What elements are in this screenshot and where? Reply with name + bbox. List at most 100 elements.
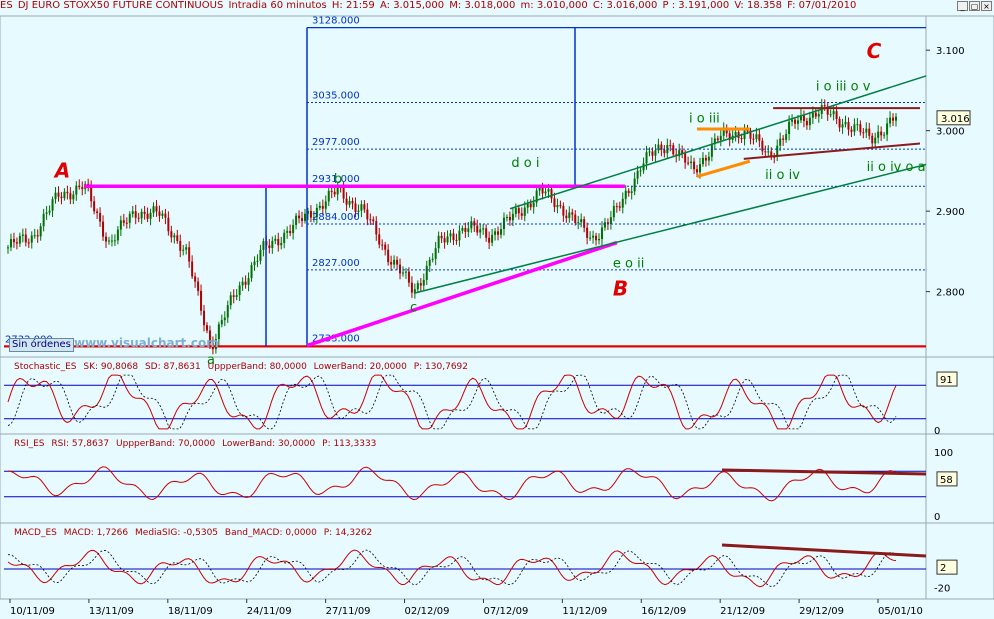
price-candle-body — [458, 230, 461, 241]
price-candle-body — [669, 145, 672, 147]
price-candle-body — [761, 140, 764, 152]
price-candle-body — [606, 222, 609, 225]
price-candle-body — [886, 123, 889, 135]
price-candle-body — [155, 206, 158, 212]
x-tick-label: 13/11/09 — [89, 606, 134, 617]
price-candle-body — [556, 205, 559, 208]
price-candle-body — [672, 145, 675, 155]
price-candle-body — [660, 144, 663, 150]
rsi-p: P: 113,3333 — [322, 439, 377, 449]
price-candle-body — [208, 330, 211, 343]
indicator-value-box — [936, 371, 958, 387]
x-tick-label: 16/12/09 — [641, 606, 686, 617]
price-candle-body — [289, 230, 292, 234]
price-candle-body — [603, 222, 606, 228]
indicator-tick-label: 0 — [934, 426, 940, 437]
maximize-button[interactable]: ▢ — [969, 1, 980, 11]
price-candle-body — [232, 295, 235, 297]
fib-level-label: 2931.000 — [312, 174, 360, 185]
price-candle-body — [9, 239, 12, 248]
orange-bottom-line — [696, 159, 751, 178]
price-candle-body — [704, 157, 707, 161]
price-candle-body — [895, 116, 897, 121]
price-candle-body — [868, 128, 871, 136]
price-candle-body — [182, 249, 185, 251]
price-candle-body — [874, 137, 877, 144]
wave-label: A — [53, 158, 70, 182]
close-button[interactable]: × — [981, 1, 992, 11]
price-candle-body — [639, 170, 642, 172]
price-candle-body — [81, 187, 84, 190]
price-candle-body — [716, 138, 719, 141]
price-candle-body — [96, 211, 99, 213]
indicator-value-label: 2 — [940, 563, 946, 574]
price-candle-body — [253, 261, 256, 266]
price-candle-body — [399, 264, 402, 274]
wave-label: c — [410, 301, 417, 316]
price-candle-body — [318, 205, 321, 208]
price-candle-body — [612, 206, 615, 218]
price-candle-body — [404, 271, 407, 273]
price-candle-body — [363, 204, 366, 210]
price-candle-body — [12, 239, 15, 243]
price-candle-body — [511, 213, 514, 221]
price-candle-body — [713, 138, 716, 144]
price-candle-body — [449, 233, 452, 237]
price-candle-body — [303, 213, 306, 221]
x-tick-label: 07/12/09 — [483, 606, 528, 617]
rsi-header: RSI_ES RSI: 57,8637 UppperBand: 70,0000 … — [14, 439, 380, 449]
price-candle-body — [482, 228, 485, 230]
price-candle-body — [440, 235, 443, 239]
price-candle-body — [330, 190, 333, 192]
price-tick-label: 2.800 — [936, 288, 965, 299]
price-candle-body — [467, 228, 470, 232]
price-candle-body — [342, 187, 345, 199]
price-candle-body — [710, 143, 713, 157]
wave-label: b — [334, 172, 342, 187]
price-candle-body — [283, 232, 286, 243]
price-candle-body — [589, 237, 592, 239]
minimize-button[interactable]: _ — [957, 1, 968, 11]
price-candle-body — [636, 170, 639, 179]
orders-button[interactable]: Sin órdenes — [9, 338, 74, 352]
price-candle-body — [698, 164, 701, 173]
price-candle-body — [200, 290, 203, 311]
price-candle-body — [18, 235, 21, 244]
price-candle-body — [719, 135, 722, 141]
x-tick-label: 24/11/09 — [247, 606, 292, 617]
price-candle-body — [298, 215, 301, 219]
price-candle-body — [892, 117, 895, 121]
price-candle-body — [455, 240, 458, 242]
price-candle-body — [345, 198, 348, 205]
price-candle-body — [262, 241, 265, 250]
x-tick-label: 18/11/09 — [168, 606, 213, 617]
wave-label: a — [207, 353, 215, 368]
price-candle-body — [517, 208, 520, 214]
stoch-sd: SD: 87,8631 — [144, 362, 201, 372]
price-candle-body — [357, 210, 360, 212]
rsi-upper: UppperBand: 70,0000 — [116, 439, 216, 449]
price-candle-body — [333, 191, 336, 195]
price-candle-body — [817, 114, 820, 117]
price-candle-body — [54, 192, 57, 200]
price-candle-body — [654, 150, 657, 156]
price-candle-body — [877, 131, 880, 138]
price-candle-body — [577, 222, 580, 224]
price-candle-body — [550, 189, 553, 199]
header-p: P : 3.191,000 — [662, 0, 730, 11]
price-candle-body — [776, 145, 779, 157]
header-period: Intradia 60 minutos — [228, 0, 327, 11]
price-candle-body — [663, 149, 666, 154]
price-candle-body — [203, 310, 206, 326]
price-candle-body — [473, 221, 476, 226]
price-candle-body — [226, 305, 229, 318]
macd-header: MACD_ES MACD: 1,7266 MediaSIG: -0,5305 B… — [14, 528, 376, 538]
price-candle-body — [93, 201, 96, 212]
darkred-bottom-line — [743, 142, 921, 160]
price-candle-body — [505, 216, 508, 218]
price-candle-body — [235, 295, 238, 297]
price-candle-body — [862, 132, 865, 134]
price-candle-body — [295, 215, 298, 225]
price-candle-body — [880, 131, 883, 136]
